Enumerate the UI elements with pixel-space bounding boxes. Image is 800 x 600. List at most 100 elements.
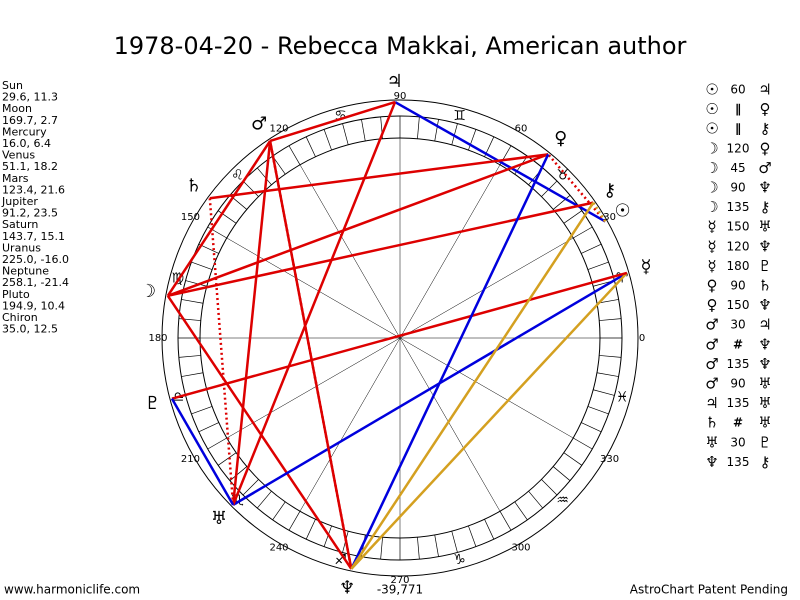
sign-glyph: ♓	[616, 390, 629, 406]
aspect-list: ☉ 60 ♃ ☉ ∥ ♀ ☉ ∥ ⚷ ☽ 120 ♀ ☽ 45 ♂ ☽ 90 ♆ ☽ 135 ⚷ ☿ 150 ♅ ☿ 120 ♆ ☿ 1…	[705, 81, 771, 471]
aspect-planet-1: ♆	[705, 453, 718, 471]
sign-glyph: ♒	[556, 493, 569, 509]
planet-glyph: ♀	[554, 128, 567, 149]
aspect-planet-1: ♃	[705, 394, 718, 412]
aspect-symbol: 135	[727, 455, 750, 469]
ring-tick	[541, 479, 558, 496]
ring-tick	[181, 299, 204, 304]
ring-tick	[573, 437, 593, 450]
aspect-planet-1: ☽	[705, 159, 718, 177]
aspect-planet-2: ⚷	[760, 120, 771, 138]
aspect-line	[268, 140, 353, 570]
ring-tick	[191, 406, 213, 415]
ring-tick	[181, 372, 204, 377]
degree-label: 270	[390, 575, 409, 586]
sign-glyph: ♌	[231, 167, 244, 183]
ring-tick	[499, 511, 512, 531]
aspect-planet-1: ♂	[705, 335, 718, 353]
aspect-symbol: #	[733, 416, 743, 430]
aspect-symbol: 135	[727, 396, 750, 410]
ring-tick	[185, 280, 207, 287]
planet-glyph: ☿	[641, 256, 652, 277]
planet-glyph: ☉	[615, 201, 631, 222]
planet-name: Pluto	[2, 288, 30, 301]
planet-glyph: ☽	[140, 281, 156, 302]
aspect-planet-1: ♂	[705, 355, 718, 373]
aspect-symbol: 120	[727, 141, 750, 155]
aspect-planet-1: ☿	[707, 257, 716, 275]
degree-label: 60	[515, 123, 528, 134]
ring-tick	[599, 355, 622, 358]
planet-position: 143.7, 15.1	[2, 230, 65, 243]
aspect-planet-1: ♂	[705, 316, 718, 334]
aspect-symbol: ∥	[735, 122, 741, 136]
aspect-planet-2: ♆	[758, 179, 771, 197]
aspect-line	[167, 201, 594, 298]
ring-tick	[380, 537, 383, 560]
outer-circle	[161, 99, 639, 577]
aspect-planet-1: ☿	[707, 218, 716, 236]
planet-name: Venus	[2, 149, 35, 162]
aspect-symbol: 150	[727, 298, 750, 312]
aspect-planet-1: ☉	[705, 120, 718, 138]
aspect-symbol: 45	[730, 161, 745, 175]
ring-tick	[434, 119, 439, 142]
ring-tick	[242, 180, 259, 197]
ring-tick	[468, 129, 477, 151]
ring-tick	[587, 406, 609, 415]
footer-left: www.harmoniclife.com	[4, 583, 140, 597]
planet-position: 16.0, 6.4	[2, 137, 51, 150]
planet-glyph: ♆	[339, 577, 355, 598]
aspect-symbol: ∥	[735, 102, 741, 116]
ring-tick	[198, 422, 219, 433]
aspect-planet-2: ♇	[758, 433, 771, 451]
planet-name: Moon	[2, 102, 32, 115]
aspect-planet-1: ☽	[705, 179, 718, 197]
degree-label: 210	[181, 454, 200, 465]
aspect-symbol: 90	[730, 279, 745, 293]
aspect-planet-1: ♅	[705, 433, 718, 451]
ring-tick	[484, 519, 495, 540]
aspect-planet-2: ⚷	[760, 453, 771, 471]
aspect-symbol: #	[733, 337, 743, 351]
degree-label: 180	[148, 333, 167, 344]
planet-name: Mars	[2, 172, 29, 185]
planet-name: Saturn	[2, 218, 38, 231]
aspect-line	[167, 153, 549, 297]
ring-tick	[288, 511, 301, 531]
planet-name: Uranus	[2, 241, 41, 254]
footer-right: AstroChart Patent Pending	[630, 583, 788, 597]
planet-glyph: ♂	[251, 113, 267, 134]
aspect-line	[170, 398, 235, 506]
aspect-planet-1: ♀	[707, 296, 718, 314]
aspect-planet-2: ♇	[758, 257, 771, 275]
ring-tick	[581, 422, 602, 433]
planet-position: 91.2, 23.5	[2, 207, 58, 220]
ring-tick	[468, 525, 477, 547]
aspect-symbol: 60	[730, 83, 745, 97]
aspect-planet-2: ♀	[760, 100, 771, 118]
ring-tick	[305, 136, 316, 157]
degree-label: 30	[603, 212, 616, 223]
aspect-line	[208, 198, 235, 505]
spoke	[226, 237, 401, 339]
degree-label: 240	[269, 543, 288, 554]
planet-glyphs: ☉ ☽ ☿ ♀ ♂ ♃ ♄ ♅ ♆ ♇ ⚷	[140, 71, 652, 598]
aspect-planet-2: ♅	[758, 218, 771, 236]
aspect-line	[166, 140, 272, 297]
planet-glyph: ⚷	[603, 180, 616, 201]
aspect-planet-2: ♆	[758, 237, 771, 255]
ring-tick	[581, 243, 602, 254]
planet-name: Mercury	[2, 125, 47, 138]
ring-tick	[229, 466, 248, 481]
ring-tick	[451, 531, 458, 553]
ring-tick	[552, 195, 571, 210]
ring-tick	[217, 210, 237, 224]
aspect-symbol: 90	[730, 181, 745, 195]
aspect-planet-2: ♆	[758, 335, 771, 353]
aspect-planet-2: ♄	[758, 277, 771, 295]
spoke	[299, 337, 401, 512]
planet-glyph: ♄	[186, 175, 202, 196]
aspect-symbol: 30	[730, 435, 745, 449]
